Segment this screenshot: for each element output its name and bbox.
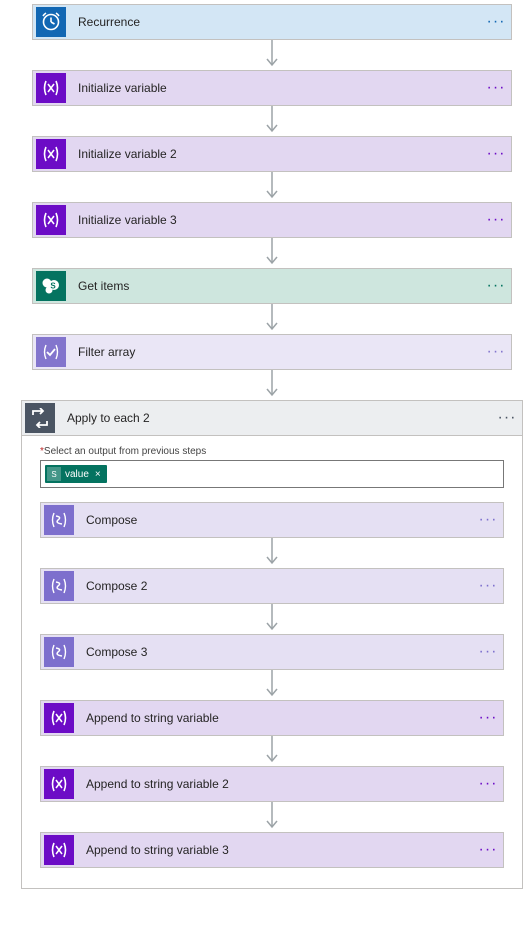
step-label: Initialize variable (66, 81, 481, 95)
step-compose-1[interactable]: Compose ··· (40, 502, 504, 538)
connector-arrow (32, 40, 512, 70)
step-recurrence[interactable]: Recurrence ··· (32, 4, 512, 40)
step-menu-button[interactable]: ··· (481, 145, 511, 163)
step-menu-button[interactable]: ··· (481, 211, 511, 229)
flow-canvas: Recurrence ··· Initialize variable ··· I… (0, 4, 529, 889)
variable-x-icon (44, 835, 74, 865)
step-label: Filter array (66, 345, 481, 359)
step-label: Compose (74, 513, 473, 527)
connector-arrow (40, 670, 504, 700)
filter-check-icon (36, 337, 66, 367)
connector-arrow (32, 370, 512, 400)
loop-input-field[interactable]: S value × (40, 460, 504, 488)
connector-arrow (40, 802, 504, 832)
variable-x-icon (36, 139, 66, 169)
step-compose-2[interactable]: Compose 2 ··· (40, 568, 504, 604)
token-remove-button[interactable]: × (95, 469, 101, 480)
step-menu-button[interactable]: ··· (473, 643, 503, 661)
step-label: Initialize variable 3 (66, 213, 481, 227)
compose-braces-icon (44, 571, 74, 601)
connector-arrow (32, 106, 512, 136)
step-menu-button[interactable]: ··· (481, 13, 511, 31)
loop-input-label: *Select an output from previous steps (22, 446, 522, 460)
step-menu-button[interactable]: ··· (473, 775, 503, 793)
variable-x-icon (44, 769, 74, 799)
step-menu-button[interactable]: ··· (473, 577, 503, 595)
step-compose-3[interactable]: Compose 3 ··· (40, 634, 504, 670)
variable-x-icon (36, 205, 66, 235)
step-label: Append to string variable 2 (74, 777, 473, 791)
variable-x-icon (44, 703, 74, 733)
connector-arrow (32, 172, 512, 202)
sharepoint-icon (36, 271, 66, 301)
step-label: Recurrence (66, 15, 481, 29)
connector-arrow (40, 736, 504, 766)
step-init-variable-1[interactable]: Initialize variable ··· (32, 70, 512, 106)
loop-panel: Apply to each 2 ··· *Select an output fr… (21, 400, 523, 889)
loop-arrows-icon (25, 403, 55, 433)
step-label: Get items (66, 279, 481, 293)
step-menu-button[interactable]: ··· (473, 709, 503, 727)
step-append-string-1[interactable]: Append to string variable ··· (40, 700, 504, 736)
step-label: Append to string variable (74, 711, 473, 725)
variable-x-icon (36, 73, 66, 103)
step-menu-button[interactable]: ··· (492, 409, 522, 427)
step-append-string-2[interactable]: Append to string variable 2 ··· (40, 766, 504, 802)
loop-body: *Select an output from previous steps S … (22, 436, 522, 888)
connector-arrow (32, 304, 512, 334)
step-init-variable-3[interactable]: Initialize variable 3 ··· (32, 202, 512, 238)
step-menu-button[interactable]: ··· (473, 511, 503, 529)
step-label: Initialize variable 2 (66, 147, 481, 161)
step-apply-to-each[interactable]: Apply to each 2 ··· (22, 400, 522, 436)
step-label: Append to string variable 3 (74, 843, 473, 857)
connector-arrow (40, 604, 504, 634)
token-label: value (65, 469, 89, 480)
step-menu-button[interactable]: ··· (481, 79, 511, 97)
connector-arrow (32, 238, 512, 268)
step-menu-button[interactable]: ··· (473, 841, 503, 859)
loop-input-label-text: Select an output from previous steps (44, 446, 206, 457)
step-filter-array[interactable]: Filter array ··· (32, 334, 512, 370)
step-label: Compose 3 (74, 645, 473, 659)
step-menu-button[interactable]: ··· (481, 277, 511, 295)
step-label: Compose 2 (74, 579, 473, 593)
connector-arrow (40, 538, 504, 568)
compose-braces-icon (44, 637, 74, 667)
compose-braces-icon (44, 505, 74, 535)
step-get-items[interactable]: Get items ··· (32, 268, 512, 304)
step-init-variable-2[interactable]: Initialize variable 2 ··· (32, 136, 512, 172)
step-label: Apply to each 2 (55, 411, 492, 425)
step-menu-button[interactable]: ··· (481, 343, 511, 361)
dynamic-content-token[interactable]: S value × (45, 465, 107, 483)
step-append-string-3[interactable]: Append to string variable 3 ··· (40, 832, 504, 868)
sharepoint-token-icon: S (47, 467, 61, 481)
clock-recur-icon (36, 7, 66, 37)
